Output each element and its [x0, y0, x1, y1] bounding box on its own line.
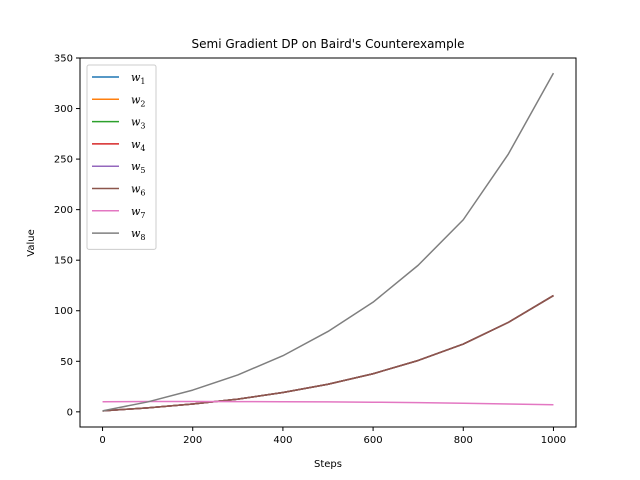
- x-axis: 0 200 400 600 800 1000: [99, 427, 566, 446]
- plot-lines: [102, 72, 555, 412]
- y-tick-label: 350: [54, 54, 73, 65]
- legend: w1 w2 w3 w4 w5 w6 w7 w8: [86, 64, 157, 250]
- x-tick-label: 0: [99, 435, 105, 446]
- y-tick-label: 300: [54, 104, 73, 115]
- legend-box: [86, 64, 157, 250]
- y-tick-label: 50: [60, 357, 73, 368]
- y-tick-label: 0: [67, 407, 73, 418]
- y-tick-label: 150: [54, 256, 73, 267]
- legend-label-w3: w3: [131, 116, 146, 131]
- legend-label-w4: w4: [131, 138, 146, 153]
- legend-label-w8: w8: [131, 227, 146, 242]
- y-tick-label: 200: [54, 205, 73, 216]
- series-line-w6: [102, 294, 554, 412]
- x-tick-label: 200: [183, 435, 202, 446]
- y-tick-label: 250: [54, 155, 73, 166]
- chart-title: Semi Gradient DP on Baird's Counterexamp…: [192, 37, 465, 51]
- y-axis: 0 50 100 150 200 250 300 350: [54, 54, 80, 418]
- legend-label-w5: w5: [131, 160, 146, 175]
- x-tick-label: 800: [454, 435, 473, 446]
- legend-label-w2: w2: [131, 93, 146, 108]
- legend-label-w7: w7: [131, 205, 146, 220]
- y-tick-label: 100: [54, 306, 73, 317]
- x-tick-label: 1000: [541, 435, 566, 446]
- y-axis-label: Value: [26, 229, 37, 256]
- legend-label-w6: w6: [131, 183, 146, 198]
- x-tick-label: 400: [273, 435, 292, 446]
- x-tick-label: 600: [364, 435, 383, 446]
- series-line-w7: [102, 400, 554, 406]
- plot-frame: [79, 57, 577, 428]
- legend-label-w1: w1: [131, 71, 146, 86]
- x-axis-label: Steps: [314, 459, 342, 470]
- series-line-w8: [102, 72, 555, 412]
